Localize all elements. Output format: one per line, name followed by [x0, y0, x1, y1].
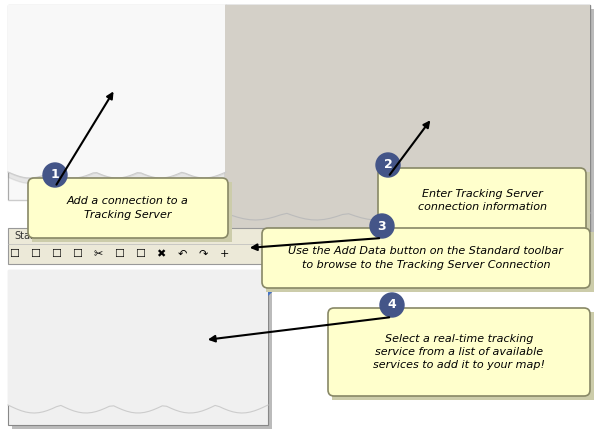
Text: +: +	[220, 249, 229, 259]
Text: Tracking_Serve|: Tracking_Serve|	[349, 85, 431, 97]
Text: ?: ?	[546, 13, 552, 23]
Bar	[345, 58, 575, 78]
Text: • Add Tracking Server: • Add Tracking Server	[36, 81, 143, 91]
Circle shape	[241, 162, 253, 174]
Text: Select a real-time tracking: Select a real-time tracking	[385, 334, 533, 344]
Text: ▼: ▼	[239, 308, 245, 317]
Text: ☐: ☐	[51, 249, 61, 259]
Circle shape	[244, 164, 251, 172]
Text: service from a list of available: service from a list of available	[375, 347, 543, 357]
Polygon shape	[268, 270, 282, 296]
Bar	[345, 81, 575, 101]
Circle shape	[376, 153, 400, 177]
Text: Just the following serv...: Just the following serv...	[258, 181, 367, 190]
Text: Which Services do you want to connect to on this server?: Which Services do you want to connect to…	[245, 143, 506, 152]
Bar	[8, 5, 226, 200]
Text: Birds: Birds	[36, 341, 62, 351]
Circle shape	[43, 163, 67, 187]
Text: - 🖥 Tracking Connections: - 🖥 Tracking Connections	[18, 48, 138, 58]
Text: Add a connection to a: Add a connection to a	[67, 196, 189, 206]
Text: • Add GPS Connection: • Add GPS Connection	[36, 65, 145, 75]
Text: Server Name:: Server Name:	[245, 63, 317, 73]
Text: Tracking Server: Tracking Server	[84, 209, 172, 220]
Text: Tracking Server Connection: Tracking Server Connection	[83, 308, 214, 317]
Text: Tracking_Server: Tracking_Server	[349, 63, 432, 73]
Bar	[266, 232, 594, 292]
Text: ☐: ☐	[9, 249, 19, 259]
Text: ↶: ↶	[178, 249, 187, 259]
Bar	[382, 172, 590, 237]
Bar	[8, 5, 9, 200]
Text: ✖: ✖	[157, 249, 166, 259]
Text: ✂: ✂	[94, 249, 103, 259]
Text: X: X	[569, 13, 578, 23]
Text: + 🔍 Search Results: + 🔍 Search Results	[18, 100, 110, 110]
Text: Look in:: Look in:	[18, 307, 59, 317]
Polygon shape	[8, 5, 226, 178]
FancyBboxPatch shape	[378, 168, 586, 233]
Text: ...tions: ...tions	[18, 14, 51, 24]
Text: Standard: Standard	[14, 231, 58, 241]
Text: ☐: ☐	[135, 249, 145, 259]
Text: 4: 4	[388, 299, 397, 311]
Text: Connection: Connection	[243, 43, 302, 53]
Bar	[18, 362, 32, 374]
Text: Seagulls: Seagulls	[36, 385, 80, 395]
FancyBboxPatch shape	[328, 308, 590, 396]
Bar	[8, 228, 268, 264]
Bar	[63, 302, 233, 322]
Text: + 🖥 GIS Servers: + 🖥 GIS Servers	[18, 30, 95, 40]
Polygon shape	[225, 5, 590, 220]
Circle shape	[65, 306, 77, 318]
Text: Advanced Settings ...: Advanced Settings ...	[254, 117, 350, 126]
Bar	[18, 340, 32, 352]
Text: ☐: ☐	[30, 249, 40, 259]
Bar	[225, 5, 590, 235]
Text: ☐: ☐	[72, 249, 82, 259]
Text: All services: All services	[258, 163, 313, 173]
Text: Add Tracking Server: Add Tracking Server	[237, 12, 379, 25]
Bar	[8, 270, 268, 296]
Polygon shape	[8, 270, 268, 413]
Bar	[233, 39, 582, 174]
Bar	[563, 7, 585, 29]
Bar	[332, 312, 594, 400]
Text: services to add it to your map!: services to add it to your map!	[373, 360, 545, 370]
Bar	[10, 77, 224, 95]
Text: Test Connection: Test Connection	[475, 117, 547, 126]
Text: ☐: ☐	[114, 249, 124, 259]
Circle shape	[370, 214, 394, 238]
Text: Use the Add Data button on the Standard toolbar: Use the Add Data button on the Standard …	[289, 247, 563, 257]
Text: Connection Name:: Connection Name:	[245, 86, 342, 96]
Bar	[225, 5, 590, 33]
Circle shape	[241, 179, 253, 191]
Text: Enter Tracking Server: Enter Tracking Server	[422, 189, 542, 199]
Circle shape	[380, 293, 404, 317]
Bar	[18, 384, 32, 396]
FancyBboxPatch shape	[262, 228, 590, 288]
Bar	[32, 182, 232, 242]
Bar	[229, 9, 594, 239]
Bar	[12, 274, 272, 429]
Bar	[233, 302, 251, 322]
Text: Hawks: Hawks	[36, 363, 70, 373]
Text: + 🖥 Coordinate Systems: + 🖥 Coordinate Systems	[18, 117, 136, 127]
Text: connection information: connection information	[418, 202, 547, 212]
Text: 1: 1	[50, 169, 59, 181]
Text: 2: 2	[383, 158, 392, 172]
Text: ↷: ↷	[199, 249, 208, 259]
Text: to browse to the Tracking Server Connection: to browse to the Tracking Server Connect…	[302, 260, 550, 269]
Bar	[8, 270, 268, 425]
Text: 3: 3	[377, 220, 386, 233]
FancyBboxPatch shape	[28, 178, 228, 238]
Text: Add Data: Add Data	[18, 277, 79, 290]
Bar	[450, 111, 572, 131]
Bar	[245, 111, 360, 131]
Bar	[538, 7, 560, 29]
